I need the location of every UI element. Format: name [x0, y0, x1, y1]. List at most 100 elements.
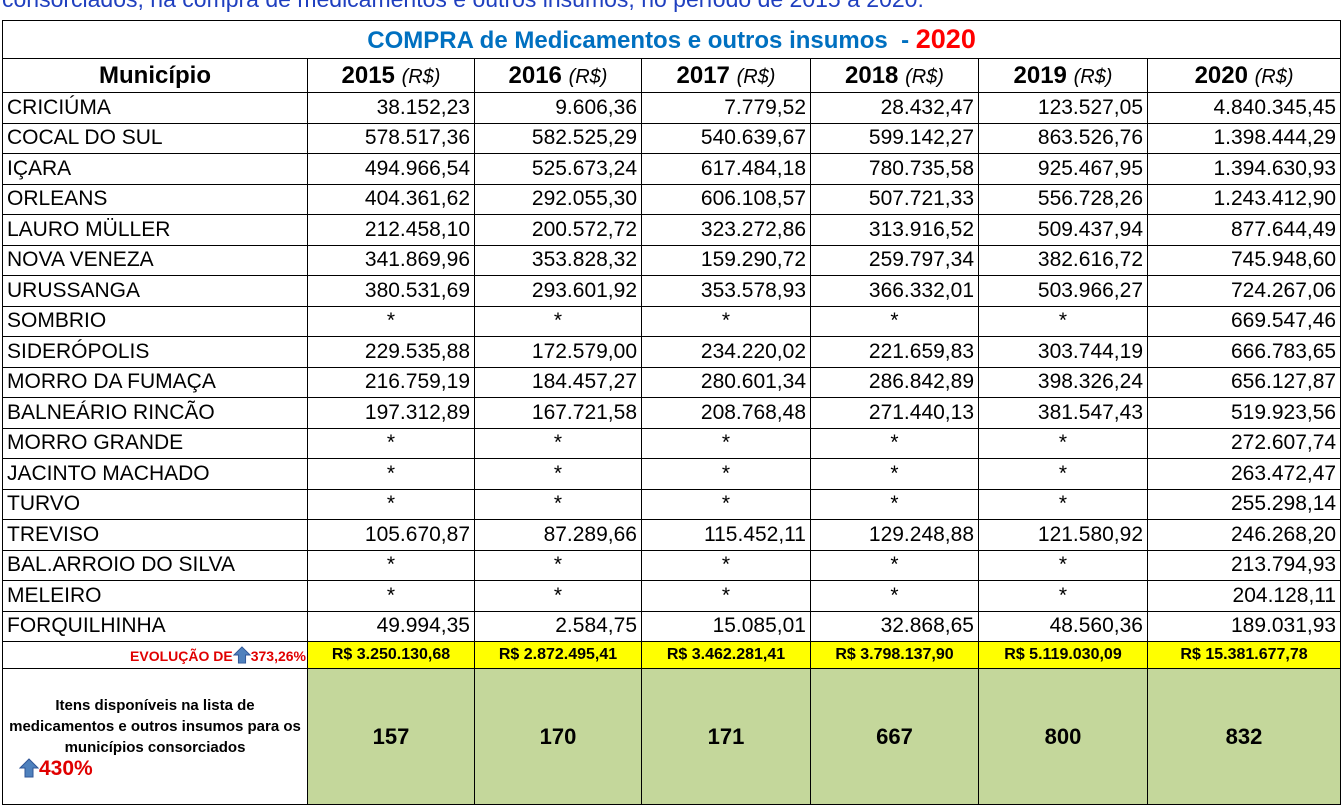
items-cell: 170	[474, 668, 642, 805]
value-cell: 519.923,56	[1146, 397, 1342, 429]
value-cell: *	[978, 458, 1148, 490]
municipio-cell: JACINTO MACHADO	[2, 458, 308, 490]
municipio-cell: URUSSANGA	[2, 275, 308, 307]
row: NOVA VENEZA 341.869,96 353.828,32 159.290,7…	[2, 244, 1342, 276]
value-cell: 15.085,01	[641, 610, 811, 642]
total-label-cell: EVOLUÇÃO DE 373,26%	[2, 641, 308, 669]
value-cell: *	[474, 488, 642, 520]
items-cell: 171	[641, 668, 811, 805]
value-cell: 556.728,26	[978, 183, 1148, 215]
value-cell: 578.517,36	[307, 122, 475, 154]
value-cell: 2.584,75	[474, 610, 642, 642]
value-cell: 525.673,24	[474, 153, 642, 185]
value-cell: 159.290,72	[641, 244, 811, 276]
header-unit: (R$)	[1254, 65, 1294, 88]
value-cell: 398.326,24	[978, 366, 1148, 398]
value-cell: 341.869,96	[307, 244, 475, 276]
municipio-cell: MORRO GRANDE	[2, 427, 308, 459]
items-label: Itens disponíveis na lista de medicament…	[9, 696, 301, 756]
header-cell: 2015 (R$)	[307, 58, 475, 93]
value-cell: 272.607,74	[1146, 427, 1342, 459]
caption: consorciados, na compra de medicamentos …	[2, 0, 924, 13]
value-cell: 197.312,89	[307, 397, 475, 429]
row: COCAL DO SUL 578.517,36 582.525,29 540.639,…	[2, 122, 1342, 154]
row: BALNEÁRIO RINCÃO 197.312,89 167.721,58 208.…	[2, 397, 1342, 429]
value-cell: 115.452,11	[641, 519, 811, 551]
header-cell: 2018 (R$)	[810, 58, 979, 93]
value-cell: 87.289,66	[474, 519, 642, 551]
row: CRICIÚMA 38.152,23 9.606,36 7.779,52 28.432,…	[2, 92, 1342, 124]
value-cell: 255.298,14	[1146, 488, 1342, 520]
value-cell: 780.735,58	[810, 153, 979, 185]
value-cell: 503.966,27	[978, 275, 1148, 307]
table: COMPRA de Medicamentos e outros insumos …	[1, 20, 1342, 805]
header-year: 2019	[1013, 61, 1067, 89]
value-cell: 49.994,35	[307, 610, 475, 642]
total-pct: 373,26%	[250, 648, 306, 664]
total-cell: R$ 5.119.030,09	[978, 641, 1148, 669]
municipio-cell: BAL.ARROIO DO SILVA	[2, 549, 308, 581]
value-cell: *	[307, 427, 475, 459]
row: URUSSANGA 380.531,69 293.601,92 353.578,93 3…	[2, 275, 1342, 307]
row: TURVO * * * * * 255.298,14	[2, 488, 1342, 520]
items-cell: 157	[307, 668, 475, 805]
items-row: Itens disponíveis na lista de medicament…	[2, 668, 1342, 805]
value-cell: 382.616,72	[978, 244, 1148, 276]
value-cell: 28.432,47	[810, 92, 979, 124]
header-cell: 2017 (R$)	[641, 58, 811, 93]
total-label: EVOLUÇÃO DE	[130, 648, 233, 664]
value-cell: 280.601,34	[641, 366, 811, 398]
value-cell: *	[641, 458, 811, 490]
up-arrow	[232, 646, 251, 664]
row: SOMBRIO * * * * * 669.547,46	[2, 305, 1342, 337]
total-cell: R$ 3.250.130,68	[307, 641, 475, 669]
value-cell: *	[474, 458, 642, 490]
value-cell: *	[307, 580, 475, 612]
value-cell: 380.531,69	[307, 275, 475, 307]
value-cell: 286.842,89	[810, 366, 979, 398]
header-year: 2016	[508, 61, 562, 89]
value-cell: 263.472,47	[1146, 458, 1342, 490]
value-cell: 48.560,36	[978, 610, 1148, 642]
value-cell: *	[978, 488, 1148, 520]
value-cell: 606.108,57	[641, 183, 811, 215]
value-cell: *	[307, 549, 475, 581]
value-cell: 208.768,48	[641, 397, 811, 429]
items-label-cell: Itens disponíveis na lista de medicament…	[2, 668, 308, 805]
value-cell: *	[978, 305, 1148, 337]
total-cell: R$ 2.872.495,41	[474, 641, 642, 669]
header-cell: Município	[2, 58, 308, 93]
row: MELEIRO * * * * * 204.128,11	[2, 580, 1342, 612]
municipio-cell: SIDERÓPOLIS	[2, 336, 308, 368]
value-cell: 123.527,05	[978, 92, 1148, 124]
value-cell: 724.267,06	[1146, 275, 1342, 307]
up-arrow	[18, 757, 40, 777]
value-cell: 863.526,76	[978, 122, 1148, 154]
value-cell: 877.644,49	[1146, 214, 1342, 246]
title-cell: COMPRA de Medicamentos e outros insumos …	[1, 20, 1342, 59]
items-cell: 800	[978, 668, 1148, 805]
header-cell: 2019 (R$)	[978, 58, 1148, 93]
municipio-cell: FORQUILHINHA	[2, 610, 308, 642]
value-cell: 38.152,23	[307, 92, 475, 124]
value-cell: 323.272,86	[641, 214, 811, 246]
row: JACINTO MACHADO * * * * * 263.472,47	[2, 458, 1342, 490]
total-row: EVOLUÇÃO DE 373,26% R$ 3.250.130,68 R$ 2.87…	[2, 641, 1342, 669]
value-cell: *	[474, 580, 642, 612]
value-cell: *	[810, 427, 979, 459]
value-cell: 121.580,92	[978, 519, 1148, 551]
title: COMPRA de Medicamentos e outros insumos …	[367, 27, 916, 54]
value-cell: *	[641, 427, 811, 459]
header-unit: (R$)	[1073, 65, 1113, 88]
row: SIDERÓPOLIS 229.535,88 172.579,00 234.220,0…	[2, 336, 1342, 368]
value-cell: 7.779,52	[641, 92, 811, 124]
items-pct-line: 430%	[7, 758, 303, 779]
items-cell: 667	[810, 668, 979, 805]
value-cell: 216.759,19	[307, 366, 475, 398]
header-year: 2017	[676, 61, 730, 89]
value-cell: 353.828,32	[474, 244, 642, 276]
value-cell: 184.457,27	[474, 366, 642, 398]
total-cell: R$ 3.462.281,41	[641, 641, 811, 669]
value-cell: *	[810, 549, 979, 581]
value-cell: 234.220,02	[641, 336, 811, 368]
